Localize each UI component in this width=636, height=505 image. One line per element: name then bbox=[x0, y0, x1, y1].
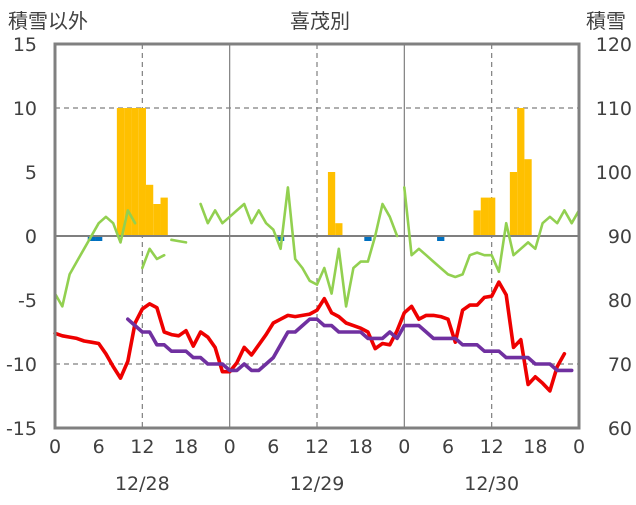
right-tick-label: 110 bbox=[596, 98, 632, 120]
bar bbox=[437, 236, 445, 241]
left-tick-label: -15 bbox=[6, 418, 37, 440]
right-tick-label: 70 bbox=[608, 354, 632, 376]
left-axis-label: 積雪以外 bbox=[8, 9, 88, 33]
x-date-label: 12/30 bbox=[464, 473, 519, 495]
series-line bbox=[126, 317, 574, 373]
right-axis-label: 積雪 bbox=[586, 9, 626, 33]
lines-layer bbox=[53, 186, 581, 393]
bar bbox=[116, 108, 125, 236]
bars-layer bbox=[87, 108, 532, 241]
x-hour-tick-label: 18 bbox=[523, 436, 547, 458]
series-line bbox=[170, 238, 188, 244]
bar bbox=[364, 236, 372, 241]
right-tick-label: 120 bbox=[596, 34, 632, 56]
x-hour-tick-label: 0 bbox=[224, 436, 236, 458]
bar bbox=[509, 172, 518, 236]
bar bbox=[473, 210, 481, 236]
bar bbox=[95, 236, 103, 241]
x-hour-tick-label: 12 bbox=[130, 436, 154, 458]
x-hour-tick-label: 0 bbox=[49, 436, 61, 458]
bar bbox=[145, 184, 154, 236]
x-hour-tick-label: 18 bbox=[174, 436, 198, 458]
bar bbox=[138, 108, 146, 236]
bar bbox=[131, 108, 139, 236]
bar bbox=[488, 197, 496, 236]
bar bbox=[327, 172, 336, 236]
bar bbox=[524, 159, 532, 236]
right-tick-label: 90 bbox=[608, 226, 632, 248]
x-hour-tick-label: 0 bbox=[398, 436, 410, 458]
left-tick-label: 5 bbox=[25, 162, 37, 184]
chart-title: 喜茂別 bbox=[290, 9, 350, 33]
left-tick-label: 0 bbox=[25, 226, 37, 248]
x-hour-tick-label: 6 bbox=[442, 436, 454, 458]
left-tick-label: -5 bbox=[18, 290, 37, 312]
x-hour-tick-label: 18 bbox=[349, 436, 373, 458]
series-line bbox=[402, 186, 581, 279]
right-tick-label: 80 bbox=[608, 290, 632, 312]
x-hour-tick-label: 6 bbox=[267, 436, 279, 458]
series-line bbox=[141, 247, 166, 270]
x-hour-tick-label: 0 bbox=[573, 436, 585, 458]
bar bbox=[517, 108, 525, 236]
bar bbox=[335, 223, 343, 236]
grid-layer bbox=[55, 44, 579, 428]
right-tick-label: 100 bbox=[596, 162, 632, 184]
x-hour-tick-label: 6 bbox=[93, 436, 105, 458]
series-line bbox=[53, 209, 137, 308]
x-date-label: 12/28 bbox=[115, 473, 170, 495]
left-tick-label: 15 bbox=[13, 34, 37, 56]
left-tick-label: 10 bbox=[13, 98, 37, 120]
series-line bbox=[199, 186, 399, 308]
x-hour-tick-label: 12 bbox=[305, 436, 329, 458]
bar bbox=[124, 108, 132, 236]
plot-frame bbox=[53, 42, 581, 430]
bar bbox=[153, 204, 161, 236]
bar bbox=[160, 197, 168, 236]
right-tick-label: 60 bbox=[608, 418, 632, 440]
series-line bbox=[53, 280, 567, 393]
frame-layer bbox=[53, 42, 581, 430]
bar bbox=[480, 197, 489, 236]
left-tick-label: -10 bbox=[6, 354, 37, 376]
x-hour-tick-label: 12 bbox=[480, 436, 504, 458]
x-date-label: 12/29 bbox=[290, 473, 345, 495]
